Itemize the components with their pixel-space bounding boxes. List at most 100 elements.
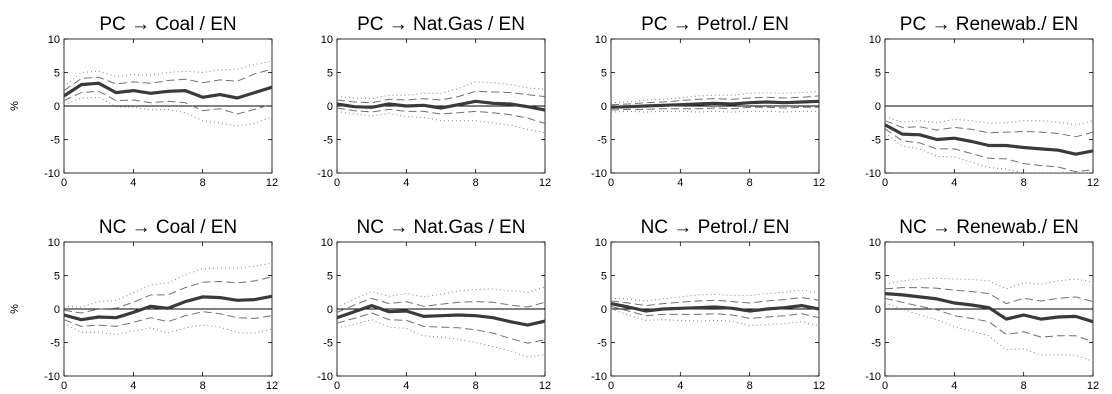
y-tick-label: -5 (50, 135, 60, 147)
y-tick-label: 5 (327, 68, 333, 80)
panel-title: PC → Petrol./ EN (641, 14, 789, 35)
x-tick-label: 4 (403, 177, 409, 189)
x-tick-label: 8 (473, 177, 479, 189)
y-tick-label: 5 (601, 271, 607, 283)
y-tick-label: -5 (323, 135, 333, 147)
inner-band-lower-line (64, 311, 272, 327)
inner-band-lower-line (611, 106, 819, 111)
inner-band-lower-line (885, 297, 1093, 343)
outer-band-upper-line (64, 262, 272, 308)
x-tick-label: 8 (473, 380, 479, 392)
panel-2: PC → Petrol./ EN -10 -5 0 5 10 0 4 8 12 (591, 14, 825, 189)
median-response-line (64, 294, 272, 322)
x-tick-label: 4 (951, 177, 957, 189)
x-tick-label: 0 (61, 380, 67, 392)
inner-band-upper-line (885, 120, 1093, 138)
y-tick-label: -5 (597, 338, 607, 350)
outer-band-lower-line (64, 323, 272, 335)
panel-title: PC → Coal / EN (99, 14, 236, 35)
x-tick-label: 12 (266, 380, 278, 392)
x-tick-label: 12 (1087, 177, 1099, 189)
y-tick-label: 10 (321, 237, 333, 249)
y-tick-label: 10 (595, 237, 607, 249)
outer-band-lower-line (611, 110, 819, 113)
y-tick-label: 10 (595, 34, 607, 46)
x-tick-label: 8 (200, 177, 206, 189)
x-tick-label: 0 (882, 380, 888, 392)
x-tick-label: 0 (61, 177, 67, 189)
x-tick-label: 12 (266, 177, 278, 189)
y-tick-label: -10 (44, 168, 60, 180)
y-tick-label: 0 (327, 101, 333, 113)
y-tick-label: 5 (54, 68, 60, 80)
x-tick-label: 8 (747, 177, 753, 189)
y-tick-label: 5 (875, 271, 881, 283)
inner-band-lower-line (611, 305, 819, 319)
y-tick-label: 10 (869, 34, 881, 46)
median-response-line (611, 99, 819, 109)
x-tick-label: 12 (539, 177, 551, 189)
median-response-line (885, 292, 1093, 324)
y-tick-label: -5 (871, 135, 881, 147)
x-tick-label: 8 (1021, 177, 1027, 189)
y-tick-label: 10 (48, 237, 60, 249)
y-axis-unit-label-top: % (9, 101, 21, 111)
outer-band-lower-line (337, 110, 545, 134)
panel-title: NC → Coal / EN (99, 217, 237, 238)
outer-band-lower-line (337, 319, 545, 358)
outer-band-upper-line (337, 81, 545, 100)
panel-title: NC → Petrol./ EN (641, 217, 790, 238)
x-tick-label: 8 (747, 380, 753, 392)
panel-3: PC → Renewab./ EN -10 -5 0 5 10 0 4 8 12 (865, 14, 1099, 189)
y-tick-label: 10 (48, 34, 60, 46)
y-tick-label: 0 (601, 304, 607, 316)
inner-band-lower-line (337, 312, 545, 344)
y-tick-label: -5 (871, 338, 881, 350)
panel-6: NC → Petrol./ EN -10 -5 0 5 10 0 4 8 12 (591, 217, 825, 392)
inner-band-lower-line (885, 128, 1093, 173)
panel-title: PC → Nat.Gas / EN (357, 14, 525, 35)
x-tick-label: 4 (677, 380, 683, 392)
y-tick-label: 0 (875, 101, 881, 113)
y-tick-label: 10 (869, 237, 881, 249)
outer-band-lower-line (885, 132, 1093, 173)
outer-band-upper-line (611, 289, 819, 302)
y-tick-label: -5 (597, 135, 607, 147)
x-tick-label: 8 (200, 380, 206, 392)
y-tick-label: 0 (327, 304, 333, 316)
y-tick-label: 0 (875, 304, 881, 316)
y-tick-label: 0 (54, 101, 60, 113)
y-tick-label: -10 (317, 371, 333, 383)
x-tick-label: 0 (334, 177, 340, 189)
panel-title: NC → Renewab./ EN (899, 217, 1079, 238)
y-tick-label: -10 (865, 168, 881, 180)
median-response-line (337, 99, 545, 112)
median-response-line (885, 123, 1093, 156)
panel-1: PC → Nat.Gas / EN -10 -5 0 5 10 0 4 8 12 (317, 14, 551, 189)
x-tick-label: 0 (608, 380, 614, 392)
panel-title: NC → Nat.Gas / EN (357, 217, 526, 238)
outer-band-upper-line (885, 277, 1093, 290)
y-tick-label: -10 (317, 168, 333, 180)
outer-band-lower-line (611, 308, 819, 327)
x-tick-label: 12 (813, 380, 825, 392)
y-tick-label: -5 (323, 338, 333, 350)
x-tick-label: 8 (1021, 380, 1027, 392)
y-tick-label: 10 (321, 34, 333, 46)
y-tick-label: 5 (601, 68, 607, 80)
x-tick-label: 12 (813, 177, 825, 189)
inner-band-upper-line (64, 68, 272, 92)
outer-band-upper-line (885, 116, 1093, 126)
y-axis-unit-label-bottom: % (9, 304, 21, 314)
panel-4: NC → Coal / EN -10 -5 0 5 10 0 4 8 12 (44, 217, 278, 392)
x-tick-label: 12 (539, 380, 551, 392)
x-tick-label: 4 (130, 380, 136, 392)
outer-band-upper-line (611, 90, 819, 104)
median-response-line (337, 304, 545, 327)
x-tick-label: 4 (677, 177, 683, 189)
x-tick-label: 4 (403, 380, 409, 392)
y-tick-label: -10 (591, 371, 607, 383)
panel-0: PC → Coal / EN -10 -5 0 5 10 0 4 8 12 (44, 14, 278, 189)
panel-7: NC → Renewab./ EN -10 -5 0 5 10 0 4 8 12 (865, 217, 1099, 392)
